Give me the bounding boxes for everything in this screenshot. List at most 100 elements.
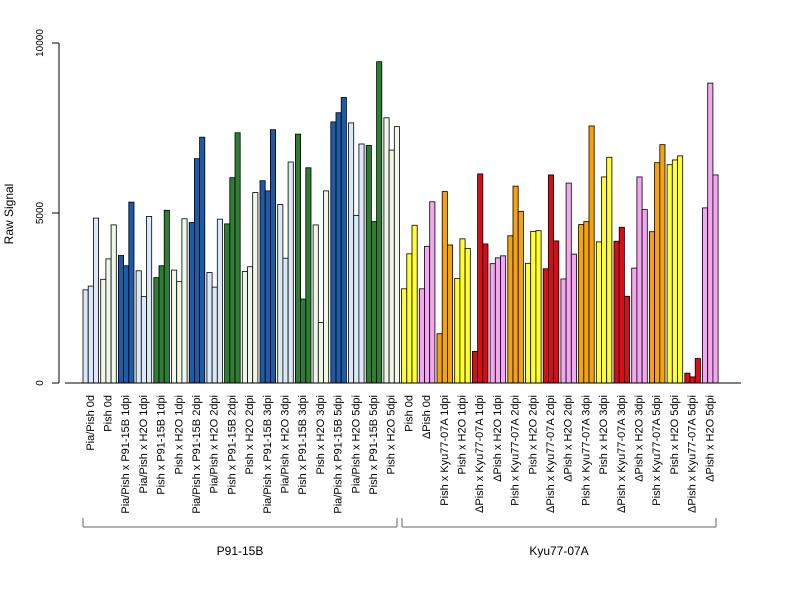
bar <box>517 210 524 384</box>
bar <box>507 235 514 384</box>
bar <box>388 149 395 384</box>
x-tick-label: ΔPish x Kyu77-07A 5dpi <box>687 395 699 513</box>
bar <box>393 126 400 384</box>
bar <box>631 267 638 384</box>
bar <box>666 164 673 384</box>
bar <box>418 288 425 384</box>
bar <box>482 243 489 384</box>
x-tick-label: Pia/Pish x P91-15B 1dpi <box>120 395 132 514</box>
bar <box>199 136 206 384</box>
x-tick-label: Pish x H2O 3dpi <box>598 395 610 474</box>
x-tick-label: Pia/Pish x P91-15B 2dpi <box>191 395 203 514</box>
y-tick-label: 10000 <box>35 29 46 57</box>
bar <box>512 185 519 384</box>
bar <box>252 192 259 384</box>
bar <box>264 190 271 384</box>
bar <box>140 296 147 384</box>
x-tick-label: Pia/Pish x H2O 3dpi <box>280 395 292 493</box>
bar <box>689 376 696 384</box>
bar <box>578 224 585 384</box>
bar <box>110 224 117 384</box>
x-tick-label: Pia/Pish x H2O 2dpi <box>209 395 221 493</box>
bar <box>247 266 254 384</box>
bar <box>548 174 555 384</box>
x-tick-label: Pish x H2O 2dpi <box>527 395 539 474</box>
bar <box>323 190 330 384</box>
bar <box>429 201 436 384</box>
bar <box>282 257 289 384</box>
bar <box>712 174 719 384</box>
x-tick-label: Pish x H2O 2dpi <box>244 395 256 474</box>
x-tick-label: Pish x P91-15B 1dpi <box>156 395 168 495</box>
bar <box>211 286 218 384</box>
bar <box>588 125 595 384</box>
bar <box>677 155 684 384</box>
bar <box>601 176 608 384</box>
bar <box>229 177 236 384</box>
bar <box>163 209 170 384</box>
y-tick-label: 5000 <box>35 201 46 224</box>
bar <box>312 224 319 384</box>
bar <box>654 162 661 384</box>
bar <box>694 358 701 384</box>
bar <box>553 240 560 384</box>
bar <box>123 265 130 384</box>
bar <box>188 222 195 384</box>
bar <box>241 271 248 384</box>
group-label: Kyu77-07A <box>529 544 588 558</box>
bar <box>401 288 408 384</box>
bar <box>684 372 691 384</box>
bar <box>613 240 620 384</box>
bar <box>624 295 631 384</box>
bar <box>158 265 165 384</box>
bar <box>353 214 360 384</box>
bar <box>702 207 709 384</box>
bar <box>300 298 307 384</box>
bar <box>441 191 448 384</box>
bar <box>618 226 625 384</box>
bar <box>294 133 301 384</box>
bar <box>570 253 577 384</box>
bar <box>606 156 613 384</box>
bar <box>525 262 532 384</box>
bar <box>671 159 678 384</box>
bar <box>153 277 160 384</box>
x-tick-label: Pia/Pish 0d <box>85 395 97 451</box>
y-axis-title: Raw Signal <box>2 184 16 245</box>
bar <box>494 257 501 384</box>
bar <box>365 144 372 384</box>
bar <box>224 223 231 384</box>
x-tick-label: Pia/Pish x H2O 1dpi <box>138 395 150 493</box>
bar <box>118 255 125 384</box>
bar <box>82 289 89 384</box>
bar <box>128 201 135 384</box>
bar <box>335 112 342 384</box>
bars-layer <box>82 61 719 384</box>
x-tick-label: Pia/Pish x H2O 5dpi <box>350 395 362 493</box>
x-tick-label: Pish x H2O 3dpi <box>315 395 327 474</box>
bar <box>87 285 94 384</box>
bar <box>171 269 178 384</box>
bar <box>234 132 241 384</box>
bar <box>176 281 183 384</box>
bar <box>641 209 648 384</box>
bar <box>459 238 466 384</box>
bar <box>105 258 112 384</box>
x-tick-label: Pish 0d <box>103 395 115 432</box>
x-tick-label: Pish x H2O 1dpi <box>457 395 469 474</box>
bar <box>305 167 312 384</box>
x-tick-label: ΔPish x H2O 1dpi <box>492 395 504 482</box>
bar <box>489 263 496 384</box>
bar <box>277 204 284 384</box>
x-tick-label: ΔPish x Kyu77-07A 3dpi <box>616 395 628 513</box>
x-tick-label: ΔPish 0d <box>421 395 433 439</box>
bar <box>406 253 413 384</box>
x-tick-label: Pish x H2O 5dpi <box>386 395 398 474</box>
x-tick-label: Pish x P91-15B 2dpi <box>226 395 238 495</box>
bar <box>216 218 223 384</box>
x-tick-label: Pish x Kyu77-07A 2dpi <box>510 395 522 506</box>
x-tick-label: ΔPish x H2O 5dpi <box>704 395 716 482</box>
group-label: P91-15B <box>217 544 264 558</box>
bar <box>146 215 153 384</box>
